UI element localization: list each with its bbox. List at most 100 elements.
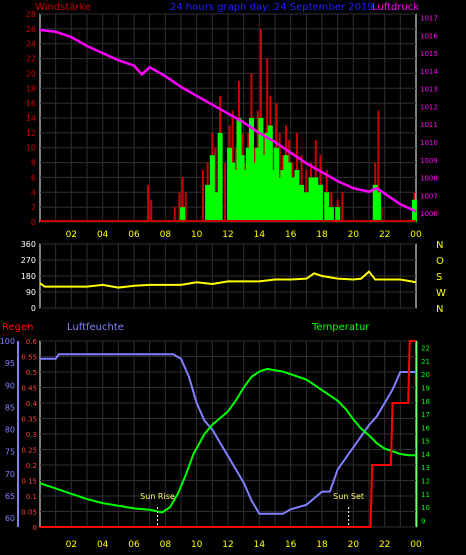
temp-tick-label: 20 [421,371,430,379]
compass-label: W [436,288,446,299]
y-right-tick-label: 1010 [420,139,438,147]
gust-bar [294,170,300,222]
y-left-tick-label: 10 [26,144,36,153]
temp-tick-label: 16 [421,424,430,432]
y-right-tick-label: 1015 [420,50,438,58]
gust-bar [261,155,267,222]
gust-bar [252,162,258,222]
rain-tick-label: 0.45 [21,385,37,393]
rain-tick-label: 0.6 [26,338,38,346]
regen-label: Regen [2,322,34,333]
rain-line [40,340,416,528]
gust-bar [236,118,242,222]
temp-tick-label: 14 [421,451,430,459]
temperature-line [39,367,416,514]
x-tick-label: 10 [191,540,203,550]
gust-bar [274,147,280,222]
y-right-tick-label: 1012 [420,103,438,111]
gust-bar [283,155,289,222]
gust-bar [267,125,273,222]
temp-tick-label: 12 [421,478,430,486]
x-tick-label: 06 [128,230,140,240]
gust-bar [328,207,334,222]
rain-tick-label: 0.55 [21,354,37,362]
temp-tick-label: 15 [421,438,430,446]
wind-bar [223,162,226,222]
wind-bar [380,207,383,222]
gust-bar [289,177,295,222]
gust-bar [233,170,239,222]
temperatur-label: Temperatur [311,322,370,333]
y-left-tick-label: 4 [31,188,36,197]
y-left-tick-label: 20 [26,69,36,78]
rain-tick-label: 0 [33,524,37,532]
temp-tick-label: 13 [421,464,430,472]
gust-bar [270,170,276,222]
temp-tick-label: 21 [421,358,430,366]
gust-bar [180,207,186,222]
humidity-tick-label: 65 [5,492,15,501]
gust-bar [217,132,223,222]
temp-tick-label: 19 [421,385,430,393]
wind-bar [377,110,380,222]
x-tick-label: 22 [379,230,390,240]
y-left-tick-label: 14 [26,114,36,123]
gust-bar [249,118,254,222]
gust-bar [209,155,215,222]
humidity-tick-label: 95 [5,359,15,368]
direction-tick-label: 90 [26,288,36,297]
x-tick-label: 18 [316,230,328,240]
humidity-tick-label: 85 [5,403,15,412]
y-right-tick-label: 1016 [420,32,438,40]
y-right-tick-label: 1017 [420,15,438,23]
x-tick-label: 08 [160,540,172,550]
y-right-tick-label: 1008 [420,175,438,183]
y-left-tick-label: 2 [31,203,36,212]
temp-tick-label: 17 [421,411,430,419]
gust-bar [239,155,245,222]
x-tick-label: 10 [191,230,203,240]
x-tick-label: 00 [410,230,422,240]
wind-bar [178,192,181,222]
x-tick-label: 20 [348,540,360,550]
humidity-tick-label: 80 [5,426,15,435]
wind-bar [147,184,150,222]
x-tick-label: 02 [66,540,77,550]
gust-bar [258,118,264,222]
y-left-tick-label: 12 [26,129,36,138]
wind-bar [173,207,176,222]
temp-tick-label: 18 [421,398,430,406]
direction-tick-label: 180 [21,272,36,281]
gust-bar [308,177,314,222]
wind-bar [150,199,153,222]
gust-bar [317,184,323,222]
compass-label: O [436,256,444,267]
x-tick-label: 16 [285,230,297,240]
humidity-tick-label: 100 [0,337,15,346]
humidity-tick-label: 75 [5,448,15,457]
rain-tick-label: 0.3 [26,431,37,439]
y-left-tick-label: 18 [26,84,36,93]
x-tick-label: 04 [97,230,109,240]
wind-title: Windstärke [35,2,91,13]
luftfeuchte-label: Luftfeuchte [67,322,124,333]
y-right-tick-label: 1007 [420,192,438,200]
gust-bar [212,192,218,222]
sun-rise-label: Sun Rise [140,492,175,501]
temp-tick-label: 10 [421,504,430,512]
gust-bar [280,170,286,222]
gust-bar [255,147,261,222]
gust-bar [205,184,211,222]
x-tick-label: 02 [66,230,77,240]
x-tick-label: 04 [97,540,109,550]
y-right-tick-label: 1014 [420,68,438,76]
wind-bar [214,147,217,222]
y-left-tick-label: 26 [26,25,36,34]
y-left-tick-label: 8 [31,159,36,168]
y-left-tick-label: 28 [26,10,36,19]
gust-bar [335,207,341,222]
gust-bar [313,177,319,222]
wind-bar [341,192,344,222]
y-right-tick-label: 1009 [420,157,438,165]
